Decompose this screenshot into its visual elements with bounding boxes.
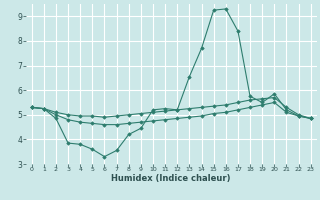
X-axis label: Humidex (Indice chaleur): Humidex (Indice chaleur): [111, 174, 231, 183]
